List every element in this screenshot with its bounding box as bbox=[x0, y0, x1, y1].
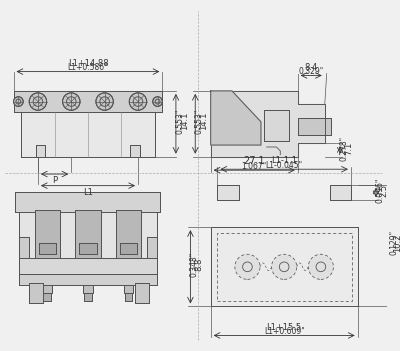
Text: 0.553": 0.553" bbox=[176, 108, 185, 134]
Bar bbox=[29, 283, 42, 303]
Text: 8.4: 8.4 bbox=[304, 62, 318, 72]
Polygon shape bbox=[211, 91, 325, 157]
Bar bbox=[42, 274, 52, 293]
Text: 0.553": 0.553" bbox=[195, 108, 204, 134]
Text: L1-1.1: L1-1.1 bbox=[271, 156, 297, 165]
Text: 0.348": 0.348" bbox=[190, 251, 199, 277]
Bar bbox=[330, 185, 351, 200]
Text: 7.1: 7.1 bbox=[344, 141, 353, 154]
Bar bbox=[84, 293, 92, 301]
Text: 27.1: 27.1 bbox=[243, 156, 265, 166]
Text: L1+0.609": L1+0.609" bbox=[264, 327, 304, 336]
Circle shape bbox=[272, 254, 297, 279]
Bar bbox=[19, 237, 29, 258]
Bar bbox=[16, 192, 160, 212]
Bar bbox=[36, 145, 46, 157]
Circle shape bbox=[129, 93, 147, 110]
Text: L1+14.88: L1+14.88 bbox=[68, 59, 108, 68]
Text: 1.067": 1.067" bbox=[242, 162, 267, 171]
Bar bbox=[75, 210, 100, 258]
Bar bbox=[79, 243, 97, 254]
Bar bbox=[35, 210, 60, 258]
Bar bbox=[120, 243, 137, 254]
Bar bbox=[125, 293, 132, 301]
Text: P: P bbox=[52, 176, 57, 185]
Bar bbox=[124, 274, 133, 293]
Bar bbox=[298, 118, 330, 135]
Bar bbox=[135, 283, 149, 303]
Bar bbox=[29, 283, 42, 303]
Bar bbox=[19, 204, 156, 258]
Bar bbox=[39, 243, 56, 254]
Bar bbox=[211, 227, 358, 306]
Circle shape bbox=[14, 97, 23, 106]
Bar bbox=[19, 273, 156, 285]
Bar bbox=[83, 274, 93, 293]
Polygon shape bbox=[211, 91, 261, 145]
Bar bbox=[218, 185, 239, 200]
Bar bbox=[79, 243, 97, 254]
Circle shape bbox=[62, 93, 80, 110]
Text: L1: L1 bbox=[83, 187, 93, 197]
Text: L1+0.586": L1+0.586" bbox=[68, 62, 108, 72]
Text: 10.2: 10.2 bbox=[393, 233, 400, 252]
Text: L1-0.045": L1-0.045" bbox=[266, 161, 303, 170]
Text: 0.278": 0.278" bbox=[340, 135, 349, 160]
Bar bbox=[39, 243, 56, 254]
Bar bbox=[42, 274, 52, 293]
Bar bbox=[75, 210, 100, 258]
Bar bbox=[84, 293, 92, 301]
Text: 0.329": 0.329" bbox=[298, 67, 324, 76]
Bar bbox=[130, 145, 140, 157]
Bar bbox=[14, 91, 162, 112]
Bar bbox=[19, 258, 156, 274]
Bar bbox=[264, 110, 289, 141]
Bar bbox=[21, 91, 155, 157]
Circle shape bbox=[308, 254, 334, 279]
Bar bbox=[125, 293, 132, 301]
Bar bbox=[21, 91, 155, 157]
Bar bbox=[120, 243, 137, 254]
Text: 8.8: 8.8 bbox=[194, 257, 203, 271]
Bar bbox=[83, 274, 93, 293]
Bar bbox=[216, 233, 352, 301]
Text: L1+15.5: L1+15.5 bbox=[266, 323, 302, 332]
Bar bbox=[264, 110, 289, 141]
Bar bbox=[116, 210, 141, 258]
Text: 14.1: 14.1 bbox=[180, 112, 189, 130]
Circle shape bbox=[235, 254, 260, 279]
Bar bbox=[16, 192, 160, 212]
Text: 2.5: 2.5 bbox=[380, 184, 389, 197]
Bar bbox=[44, 293, 51, 301]
Bar bbox=[35, 210, 60, 258]
Bar bbox=[44, 293, 51, 301]
Bar bbox=[19, 237, 29, 258]
Bar bbox=[19, 258, 156, 274]
Bar bbox=[211, 227, 358, 306]
Bar bbox=[135, 283, 149, 303]
Bar bbox=[116, 210, 141, 258]
Bar bbox=[19, 273, 156, 285]
Bar bbox=[130, 145, 140, 157]
Text: 0.096": 0.096" bbox=[376, 178, 384, 203]
Bar bbox=[124, 274, 133, 293]
Bar bbox=[19, 204, 156, 258]
Bar bbox=[218, 185, 239, 200]
Bar bbox=[147, 237, 156, 258]
Circle shape bbox=[96, 93, 113, 110]
Bar bbox=[298, 118, 330, 135]
Text: 0.129": 0.129" bbox=[389, 230, 398, 255]
Text: 14.1: 14.1 bbox=[199, 112, 208, 130]
Circle shape bbox=[29, 93, 47, 110]
Circle shape bbox=[153, 97, 162, 106]
Bar bbox=[147, 237, 156, 258]
Bar bbox=[330, 185, 351, 200]
Bar bbox=[14, 91, 162, 112]
Bar bbox=[36, 145, 46, 157]
